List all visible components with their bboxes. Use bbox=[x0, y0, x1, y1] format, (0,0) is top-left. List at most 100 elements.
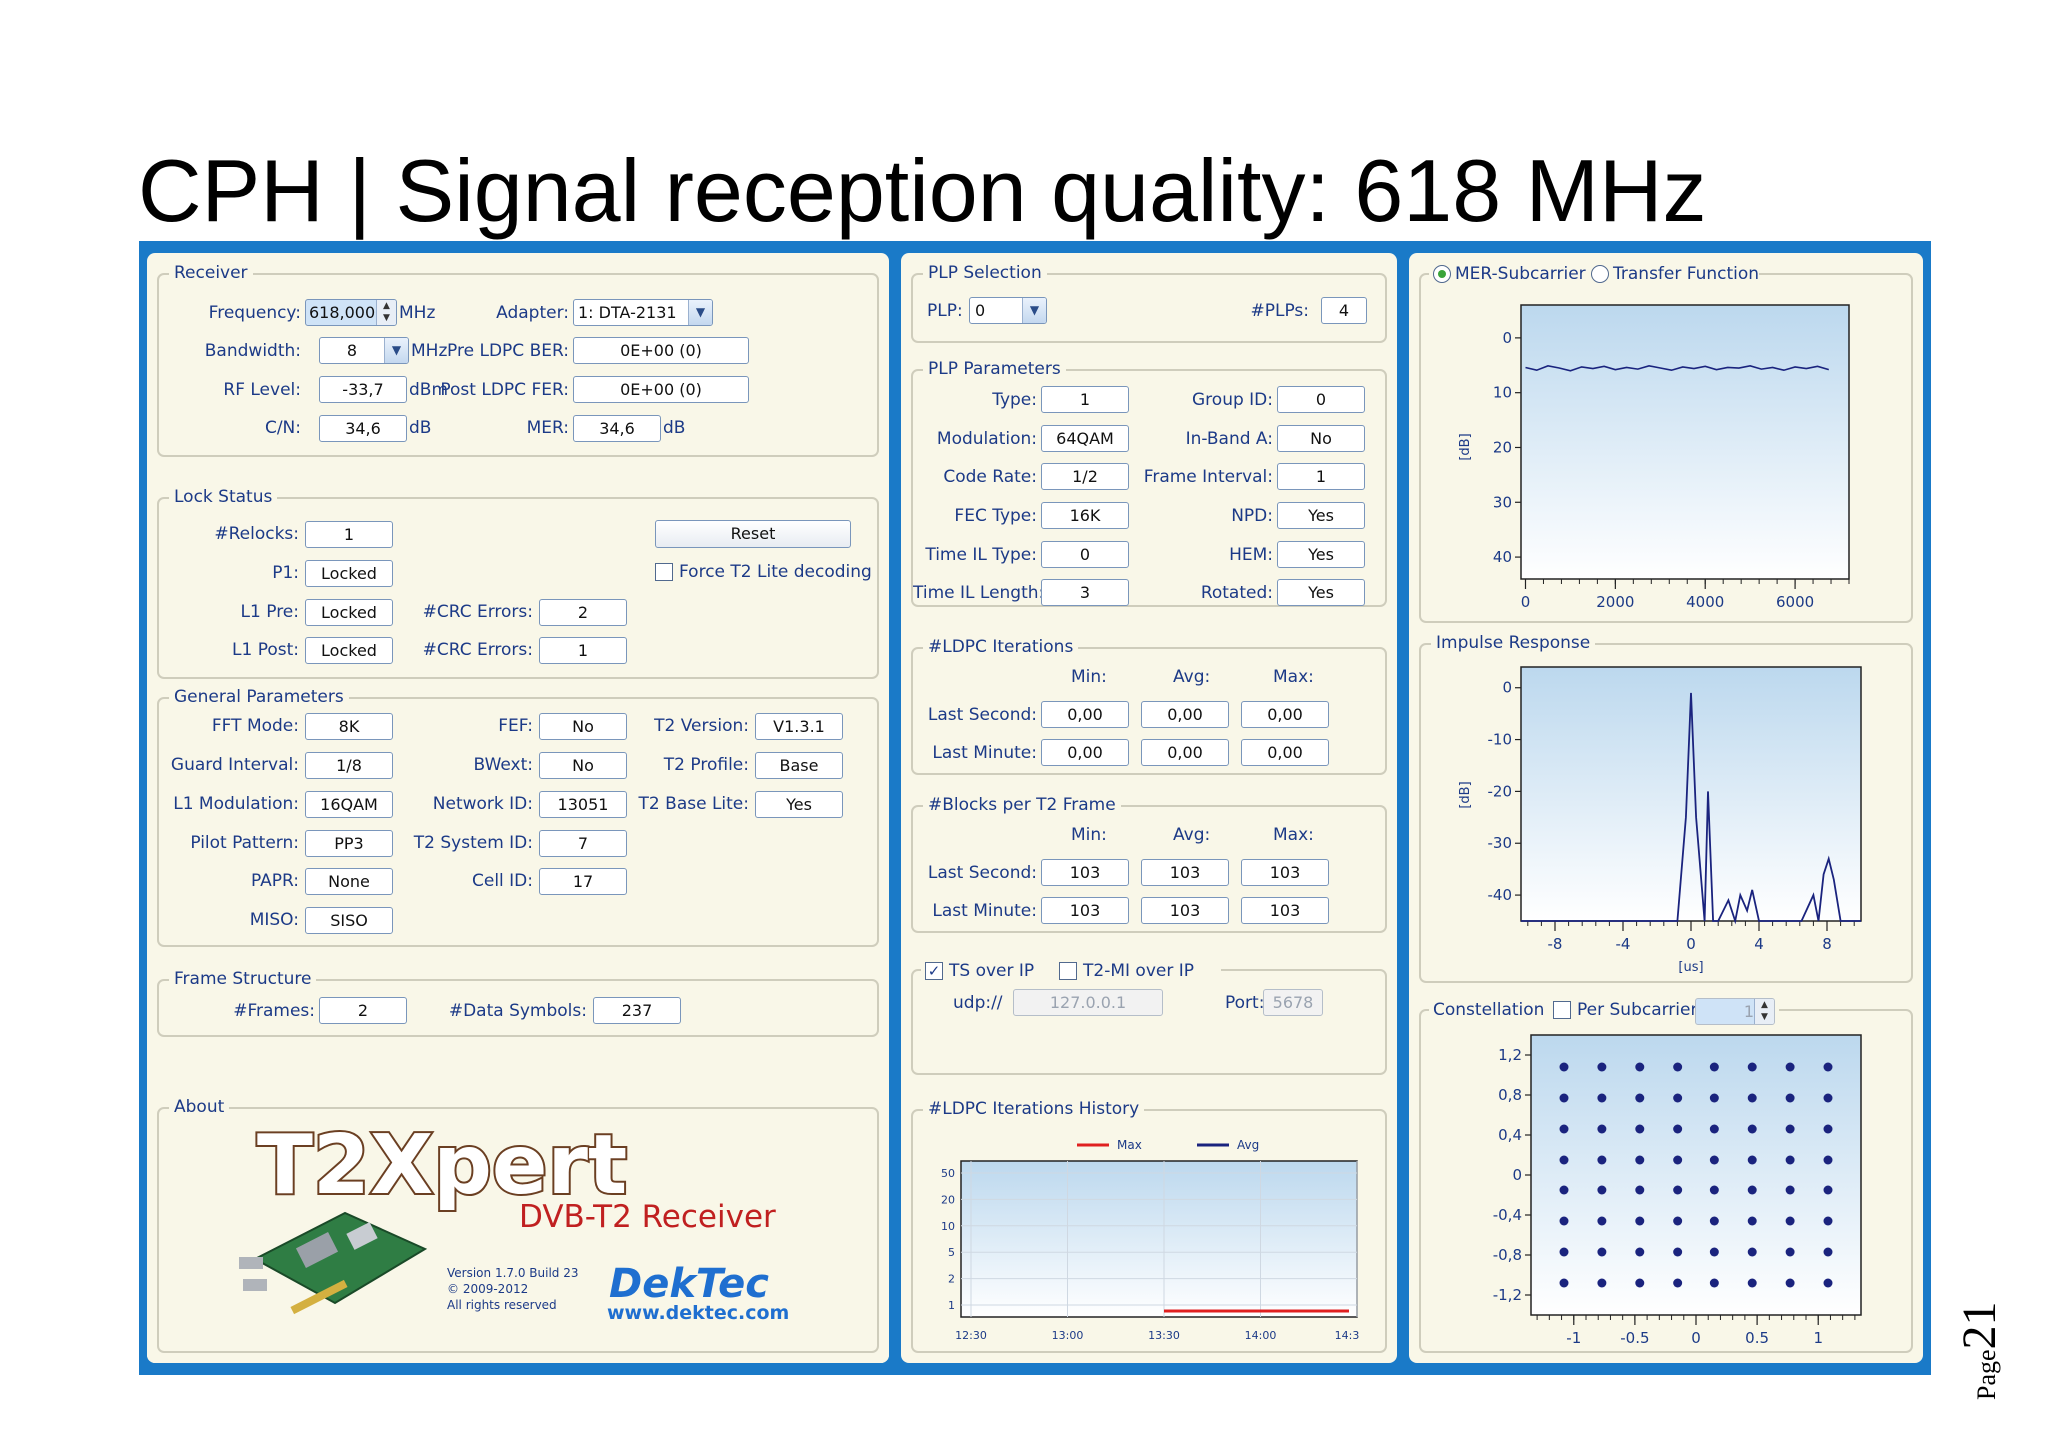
plp-label: PLP: bbox=[927, 301, 963, 321]
about-group: About T2Xpert DVB-T2 Receiver Version 1.… bbox=[157, 1097, 879, 1353]
chevron-down-icon[interactable]: ▼ bbox=[1022, 298, 1046, 323]
x-tick-label: 4000 bbox=[1686, 593, 1724, 611]
spin-arrows-icon[interactable]: ▲ ▼ bbox=[1754, 999, 1774, 1024]
plp-select[interactable]: 0 ▼ bbox=[969, 297, 1047, 324]
mer-subcarrier-label[interactable]: MER-Subcarrier bbox=[1455, 264, 1586, 284]
force-t2-lite-checkbox[interactable] bbox=[655, 563, 673, 581]
constellation-point bbox=[1597, 1124, 1607, 1134]
x-tick-label: 0 bbox=[1686, 935, 1696, 953]
impulse-series-line bbox=[1521, 692, 1861, 925]
per-subcarrier-spinbox[interactable]: 1 ▲ ▼ bbox=[1695, 998, 1775, 1025]
hem-field: Yes bbox=[1277, 541, 1365, 568]
l1-modulation-field: 16QAM bbox=[305, 791, 393, 818]
blocks-col-avg: Avg: bbox=[1173, 825, 1211, 845]
plp-value: 0 bbox=[975, 301, 986, 320]
frequency-spinbox[interactable]: 618,000 ▲ ▼ bbox=[305, 299, 397, 326]
constellation-point bbox=[1673, 1216, 1683, 1226]
ldpc-last-second-label: Last Second: bbox=[927, 705, 1037, 725]
about-title: About bbox=[169, 1097, 230, 1117]
constellation-point bbox=[1635, 1216, 1645, 1226]
ts-over-ip-label[interactable]: TS over IP bbox=[949, 961, 1035, 981]
receiver-title: Receiver bbox=[169, 263, 253, 283]
port-input[interactable]: 5678 bbox=[1263, 989, 1323, 1016]
group-id-field: 0 bbox=[1277, 386, 1365, 413]
udp-label: udp:// bbox=[953, 993, 1003, 1013]
transfer-function-label[interactable]: Transfer Function bbox=[1613, 264, 1760, 284]
mer-field: 34,6 bbox=[573, 415, 661, 442]
constellation-point bbox=[1635, 1278, 1645, 1288]
frequency-value: 618,000 bbox=[309, 303, 376, 322]
in-band-a-label: In-Band A: bbox=[1185, 429, 1273, 449]
x-tick-label: -1 bbox=[1566, 1329, 1581, 1347]
blocks-last-second-label: Last Second: bbox=[927, 863, 1037, 883]
y-tick-label: 0 bbox=[1502, 679, 1512, 697]
mer-subcarrier-radio[interactable] bbox=[1433, 265, 1451, 283]
plps-field: 4 bbox=[1321, 297, 1367, 324]
chevron-down-icon[interactable]: ▼ bbox=[384, 338, 408, 363]
mer-ylabel: [dB] bbox=[1458, 433, 1473, 460]
constellation-point bbox=[1635, 1247, 1645, 1257]
pre-ldpc-ber-field: 0E+00 (0) bbox=[573, 337, 749, 364]
dektec-url[interactable]: www.dektec.com bbox=[607, 1302, 789, 1324]
group-id-label: Group ID: bbox=[1192, 390, 1273, 410]
x-tick-label: 2000 bbox=[1596, 593, 1634, 611]
impulse-xlabel: [us] bbox=[1678, 960, 1703, 975]
type-field: 1 bbox=[1041, 386, 1129, 413]
transfer-function-radio[interactable] bbox=[1591, 265, 1609, 283]
ldpc-col-max: Max: bbox=[1273, 667, 1314, 687]
constellation-point bbox=[1673, 1155, 1683, 1165]
impulse-response-group: Impulse Response [dB] [us] 0 -10 -20 -30 -40… bbox=[1419, 633, 1913, 983]
ldpc-last-minute-avg: 0,00 bbox=[1141, 739, 1229, 766]
per-subcarrier-label[interactable]: Per Subcarrier: bbox=[1577, 1000, 1703, 1020]
y-tick-label: 0,4 bbox=[1498, 1126, 1522, 1144]
constellation-point bbox=[1673, 1062, 1683, 1072]
constellation-point bbox=[1785, 1216, 1795, 1226]
udp-address-input[interactable]: 127.0.0.1 bbox=[1013, 989, 1163, 1016]
version-line1: Version 1.7.0 Build 23 bbox=[447, 1266, 579, 1280]
frame-interval-field: 1 bbox=[1277, 463, 1365, 490]
reset-button[interactable]: Reset bbox=[655, 520, 851, 548]
spin-arrows-icon[interactable]: ▲ ▼ bbox=[376, 300, 396, 325]
constellation-point bbox=[1823, 1216, 1833, 1226]
force-t2-lite-label[interactable]: Force T2 Lite decoding bbox=[679, 562, 872, 582]
ldpc-last-minute-max: 0,00 bbox=[1241, 739, 1329, 766]
constellation-point bbox=[1635, 1155, 1645, 1165]
adapter-select[interactable]: 1: DTA-2131 ▼ bbox=[573, 299, 713, 326]
l1-modulation-label: L1 Modulation: bbox=[173, 794, 299, 814]
ts-over-ip-checkbox[interactable]: ✓ bbox=[925, 962, 943, 980]
y-tick-label: 1,2 bbox=[1498, 1046, 1522, 1064]
plp-selection-title: PLP Selection bbox=[923, 263, 1047, 283]
constellation-point bbox=[1597, 1062, 1607, 1072]
bandwidth-value: 8 bbox=[346, 341, 358, 360]
per-subcarrier-value: 1 bbox=[1743, 1002, 1754, 1021]
bandwidth-select[interactable]: 8 ▼ bbox=[319, 337, 409, 364]
constellation-point bbox=[1559, 1278, 1569, 1288]
chevron-down-icon[interactable]: ▼ bbox=[688, 300, 712, 325]
ldpc-col-min: Min: bbox=[1071, 667, 1107, 687]
papr-label: PAPR: bbox=[250, 871, 299, 891]
npd-label: NPD: bbox=[1231, 506, 1273, 526]
constellation-point bbox=[1709, 1216, 1719, 1226]
constellation-x-ticks: -1 -0.5 0 0.5 1 bbox=[1536, 1315, 1856, 1347]
guard-interval-field: 1/8 bbox=[305, 752, 393, 779]
y-tick-label: 10 bbox=[1493, 384, 1512, 402]
constellation-point bbox=[1597, 1278, 1607, 1288]
blocks-per-frame-group: #Blocks per T2 Frame Min: Avg: Max: Last… bbox=[911, 795, 1387, 933]
fef-field: No bbox=[539, 713, 627, 740]
per-subcarrier-checkbox[interactable] bbox=[1553, 1001, 1571, 1019]
mer-series-line bbox=[1525, 364, 1830, 372]
ldpc-history-chart: Max Avg 50 20 10 5 2 1 12:30 13:00 13:30 14:00 14… bbox=[941, 1138, 1359, 1342]
constellation-point bbox=[1597, 1247, 1607, 1257]
constellation-point bbox=[1635, 1124, 1645, 1134]
ldpc-history-plot-area bbox=[960, 1160, 1358, 1318]
blocks-col-max: Max: bbox=[1273, 825, 1314, 845]
ldpc-history-y-ticks: 50 20 10 5 2 1 bbox=[941, 1167, 955, 1312]
mer-tf-radio-header: MER-Subcarrier Transfer Function bbox=[1429, 262, 1759, 286]
t2xpert-window: Receiver Frequency: 618,000 ▲ ▼ MHz Adapte… bbox=[139, 241, 1931, 1375]
p1-field: Locked bbox=[305, 560, 393, 587]
right-column: MER-Subcarrier Transfer Function [dB] 40… bbox=[1409, 253, 1923, 1363]
blocks-last-minute-max: 103 bbox=[1241, 897, 1329, 924]
t2mi-over-ip-checkbox[interactable] bbox=[1059, 962, 1077, 980]
t2mi-over-ip-label[interactable]: T2-MI over IP bbox=[1083, 961, 1194, 981]
time-il-type-label: Time IL Type: bbox=[925, 545, 1037, 565]
